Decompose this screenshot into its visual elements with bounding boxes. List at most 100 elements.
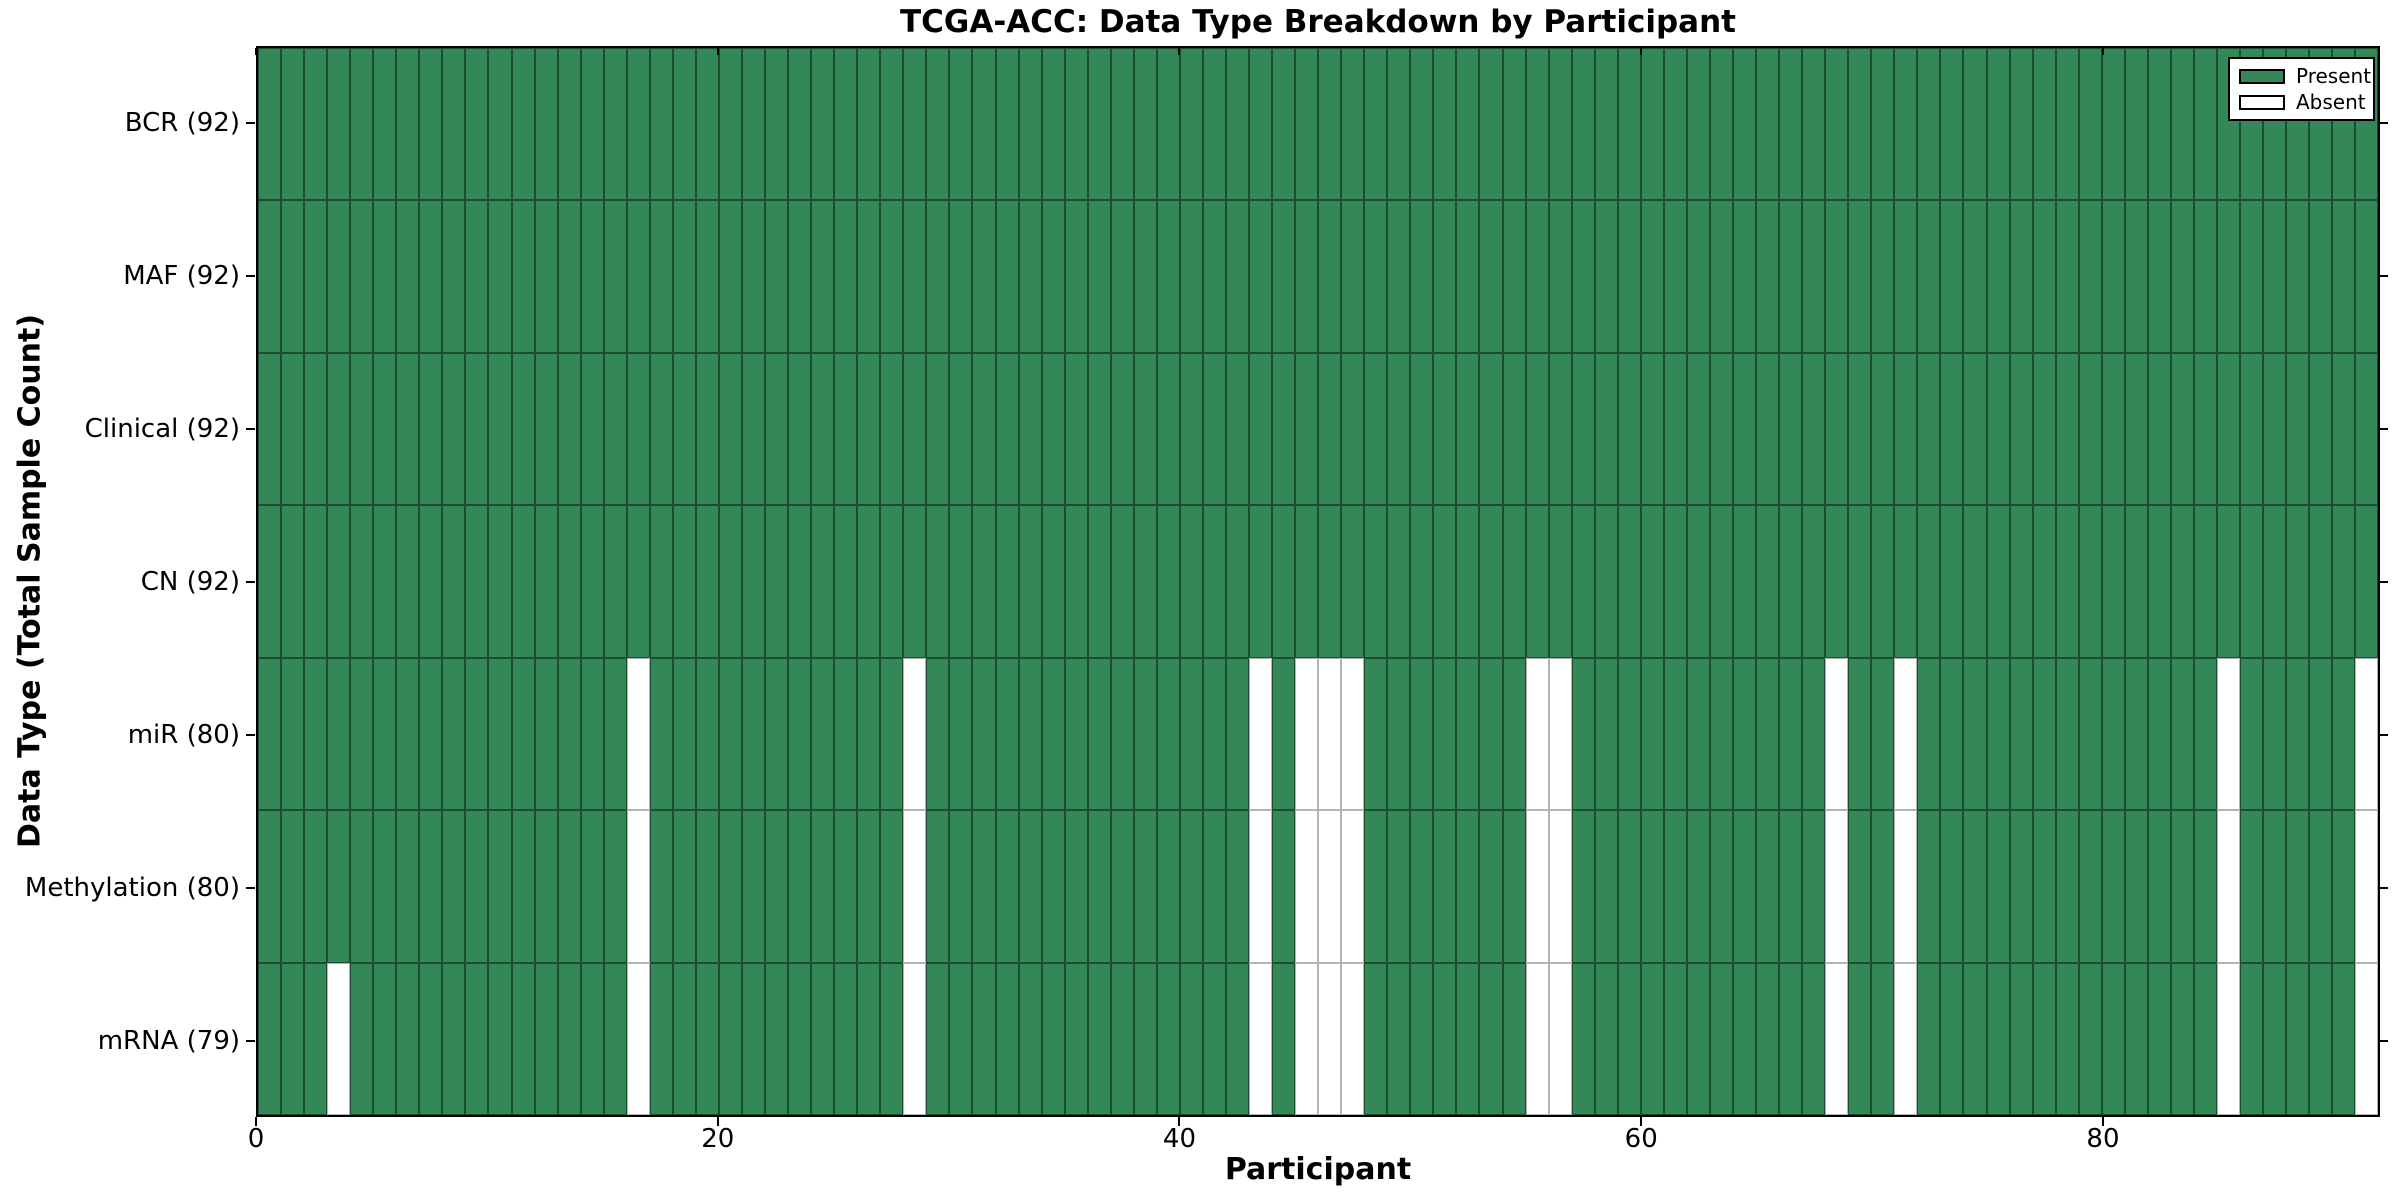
cell-CN-participant-91 xyxy=(2355,505,2379,658)
cell-miR-participant-31 xyxy=(972,657,996,811)
cell-mRNA-participant-28 xyxy=(903,962,927,1115)
cell-Methylation-participant-68 xyxy=(1825,810,1849,963)
cell-mRNA-participant-72 xyxy=(1917,962,1941,1115)
cell-CN-participant-79 xyxy=(2078,505,2102,658)
cell-miR-participant-45 xyxy=(1295,657,1319,811)
cell-Clinical-participant-20 xyxy=(718,352,742,506)
cell-CN-participant-63 xyxy=(1709,505,1733,658)
cell-MAF-participant-44 xyxy=(1272,200,1296,353)
cell-BCR-participant-52 xyxy=(1456,48,1480,201)
cell-CN-participant-48 xyxy=(1364,505,1388,658)
cell-MAF-participant-88 xyxy=(2286,200,2310,353)
cell-Clinical-participant-43 xyxy=(1249,352,1273,506)
cell-Methylation-participant-84 xyxy=(2193,810,2217,963)
cell-mRNA-participant-1 xyxy=(281,962,305,1115)
cell-CN-participant-84 xyxy=(2193,505,2217,658)
cell-BCR-participant-65 xyxy=(1756,48,1780,201)
cell-miR-participant-26 xyxy=(857,657,881,811)
cell-BCR-participant-0 xyxy=(258,48,282,201)
cell-miR-participant-39 xyxy=(1156,657,1180,811)
cell-BCR-participant-21 xyxy=(741,48,766,201)
cell-BCR-participant-8 xyxy=(442,48,466,201)
cell-MAF-participant-63 xyxy=(1709,200,1733,353)
cell-Clinical-participant-16 xyxy=(626,352,650,506)
cell-CN-participant-16 xyxy=(626,505,650,658)
cell-CN-participant-56 xyxy=(1548,505,1572,658)
cell-miR-participant-41 xyxy=(1202,657,1226,811)
cell-Clinical-participant-79 xyxy=(2078,352,2102,506)
cell-CN-participant-4 xyxy=(350,505,374,658)
cell-Clinical-participant-1 xyxy=(281,352,305,506)
cell-CN-participant-34 xyxy=(1041,505,1065,658)
cell-BCR-participant-71 xyxy=(1894,48,1918,201)
cell-Methylation-participant-58 xyxy=(1594,810,1618,963)
cell-Clinical-participant-87 xyxy=(2263,352,2287,506)
cell-mRNA-participant-32 xyxy=(995,962,1019,1115)
cell-Methylation-participant-11 xyxy=(511,810,535,963)
cell-mRNA-participant-38 xyxy=(1133,962,1157,1115)
cell-Methylation-participant-14 xyxy=(580,810,604,963)
cell-Clinical-participant-29 xyxy=(926,352,950,506)
cell-miR-participant-17 xyxy=(649,657,673,811)
cell-Methylation-participant-45 xyxy=(1295,810,1319,963)
cell-Clinical-participant-13 xyxy=(557,352,581,506)
cell-MAF-participant-74 xyxy=(1963,200,1987,353)
cell-MAF-participant-4 xyxy=(350,200,374,353)
cell-MAF-participant-9 xyxy=(465,200,489,353)
cell-MAF-participant-13 xyxy=(557,200,581,353)
cell-MAF-participant-55 xyxy=(1525,200,1549,353)
cell-BCR-participant-33 xyxy=(1018,48,1042,201)
cell-BCR-participant-7 xyxy=(419,48,443,201)
cell-BCR-participant-11 xyxy=(511,48,535,201)
cell-mRNA-participant-51 xyxy=(1433,962,1457,1115)
cell-MAF-participant-90 xyxy=(2332,200,2356,353)
cell-miR-participant-5 xyxy=(373,657,397,811)
cell-CN-participant-83 xyxy=(2170,505,2194,658)
x-tick-mark-top-0 xyxy=(255,48,257,55)
cell-CN-participant-15 xyxy=(603,505,627,658)
cell-Methylation-participant-31 xyxy=(972,810,996,963)
cell-miR-participant-67 xyxy=(1802,657,1826,811)
cell-mRNA-participant-88 xyxy=(2286,962,2310,1115)
cell-miR-participant-25 xyxy=(834,657,858,811)
cell-Methylation-participant-32 xyxy=(995,810,1019,963)
cell-Methylation-participant-10 xyxy=(488,810,512,963)
cell-CN-participant-87 xyxy=(2263,505,2287,658)
cell-BCR-participant-13 xyxy=(557,48,581,201)
cell-Methylation-participant-49 xyxy=(1387,810,1411,963)
matrix-row-BCR xyxy=(258,48,2379,201)
cell-mRNA-participant-40 xyxy=(1179,962,1203,1115)
cell-mRNA-participant-86 xyxy=(2240,962,2264,1115)
cell-MAF-participant-2 xyxy=(304,200,328,353)
cell-Clinical-participant-17 xyxy=(649,352,673,506)
cell-Clinical-participant-65 xyxy=(1756,352,1780,506)
cell-Methylation-participant-5 xyxy=(373,810,397,963)
cell-miR-participant-28 xyxy=(903,657,927,811)
cell-CN-participant-65 xyxy=(1756,505,1780,658)
cell-Clinical-participant-37 xyxy=(1110,352,1134,506)
y-tick-mark-left-Methylation xyxy=(246,886,255,889)
cell-miR-participant-60 xyxy=(1640,657,1664,811)
cell-Methylation-participant-71 xyxy=(1894,810,1918,963)
cell-Clinical-participant-59 xyxy=(1617,352,1641,506)
cell-CN-participant-27 xyxy=(880,505,904,658)
x-axis-label: Participant xyxy=(1224,1152,1412,1187)
cell-CN-participant-76 xyxy=(2009,505,2033,658)
cell-MAF-participant-53 xyxy=(1479,200,1503,353)
cell-CN-participant-33 xyxy=(1018,505,1042,658)
cell-Methylation-participant-91 xyxy=(2355,810,2379,963)
cell-CN-participant-28 xyxy=(903,505,927,658)
cell-mRNA-participant-24 xyxy=(811,962,835,1115)
cell-BCR-participant-32 xyxy=(995,48,1019,201)
cell-miR-participant-32 xyxy=(995,657,1019,811)
cell-MAF-participant-50 xyxy=(1410,200,1434,353)
cell-mRNA-participant-39 xyxy=(1156,962,1180,1115)
cell-Methylation-participant-36 xyxy=(1087,810,1111,963)
cell-MAF-participant-39 xyxy=(1156,200,1180,353)
cell-CN-participant-12 xyxy=(534,505,558,658)
cell-Methylation-participant-55 xyxy=(1525,810,1549,963)
cell-MAF-participant-1 xyxy=(281,200,305,353)
cell-CN-participant-20 xyxy=(718,505,742,658)
cell-CN-participant-0 xyxy=(258,505,282,658)
chart-title: TCGA-ACC: Data Type Breakdown by Partici… xyxy=(900,4,1736,40)
